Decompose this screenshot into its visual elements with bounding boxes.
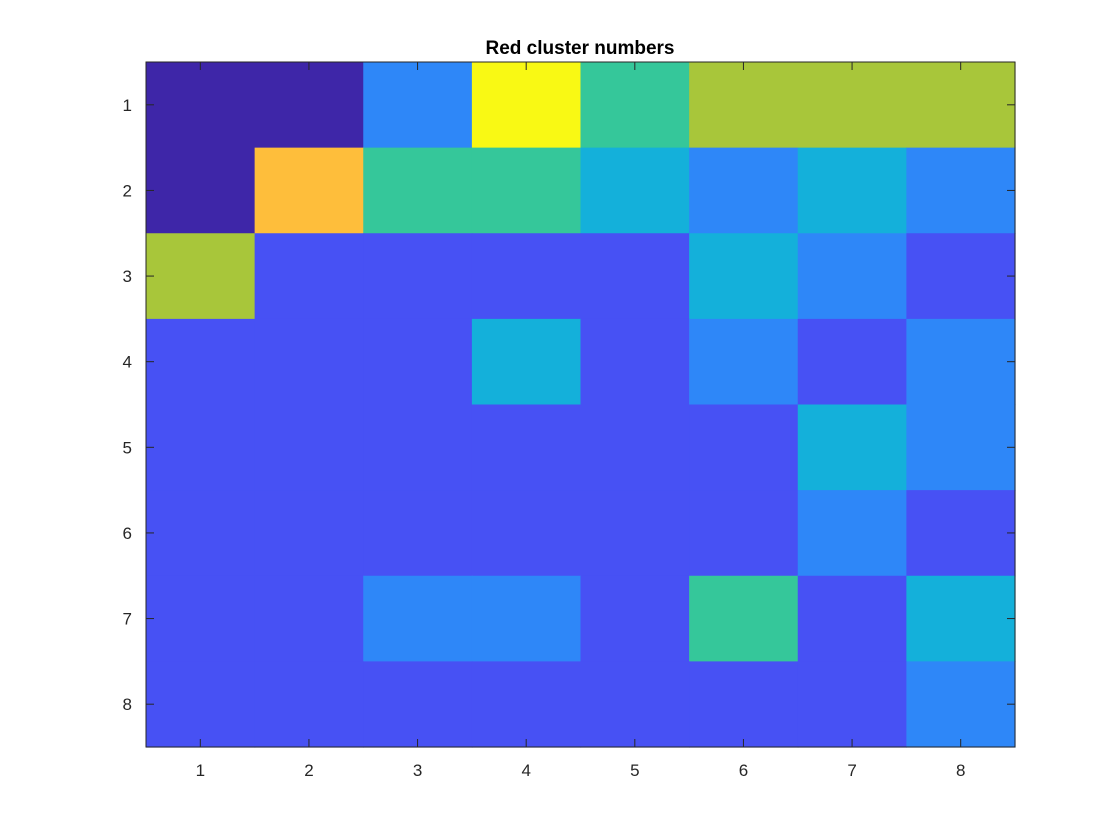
heatmap-cell-r1-c2	[254, 62, 364, 149]
x-tick-label: 8	[956, 761, 965, 780]
heatmap-cell-r2-c8	[906, 147, 1016, 234]
heatmap-cell-r7-c7	[797, 575, 907, 662]
heatmap-cell-r4-c8	[906, 318, 1016, 406]
heatmap-cell-r4-c5	[580, 318, 690, 406]
heatmap-cell-r2-c1	[146, 147, 256, 234]
x-tick-label: 5	[630, 761, 639, 780]
heatmap-cell-r5-c3	[363, 404, 473, 491]
heatmap-cell-r1-c3	[363, 62, 473, 149]
y-tick-label: 5	[123, 438, 132, 457]
heatmap-cell-r7-c8	[906, 575, 1016, 662]
heatmap-cell-r7-c2	[254, 575, 364, 662]
x-tick-label: 2	[304, 761, 313, 780]
axes-box	[145, 61, 1016, 748]
x-tick-label: 7	[847, 761, 856, 780]
heatmap-cell-r8-c1	[146, 661, 256, 748]
x-tick-label: 1	[196, 761, 205, 780]
heatmap-cell-r1-c6	[689, 62, 799, 149]
heatmap-cell-r3-c8	[906, 233, 1016, 320]
heatmap-cell-r3-c2	[254, 233, 364, 320]
heatmap-cell-r5-c8	[906, 404, 1016, 491]
heatmap-cell-r2-c7	[797, 147, 907, 234]
heatmap-cell-r1-c1	[146, 62, 256, 149]
heatmap-cell-r1-c4	[471, 62, 582, 149]
heatmap-cell-r4-c7	[797, 318, 907, 406]
heatmap-cell-r4-c2	[254, 318, 364, 406]
heatmap-cell-r5-c6	[689, 404, 799, 491]
y-tick-label: 3	[123, 267, 132, 286]
heatmap-cell-r5-c5	[580, 404, 690, 491]
heatmap-cell-r2-c5	[580, 147, 690, 234]
heatmap-cell-r3-c4	[471, 233, 582, 320]
heatmap-cell-r8-c8	[906, 661, 1016, 748]
heatmap-cell-r5-c1	[146, 404, 256, 491]
heatmap-cell-r6-c2	[254, 490, 364, 577]
x-tick-labels: 1 2 3 4 5 6 7 8	[196, 761, 966, 780]
heatmap-cell-r6-c6	[689, 490, 799, 577]
heatmap-cell-r8-c3	[363, 661, 473, 748]
heatmap-cell-r7-c4	[471, 575, 582, 662]
heatmap-cell-r3-c3	[363, 233, 473, 320]
heatmap-cell-r3-c7	[797, 233, 907, 320]
heatmap-cell-r6-c8	[906, 490, 1016, 577]
heatmap-cell-r3-c6	[689, 233, 799, 320]
heatmap-cells	[146, 62, 1016, 748]
heatmap-cell-r8-c7	[797, 661, 907, 748]
heatmap-cell-r8-c4	[471, 661, 582, 748]
heatmap-cell-r6-c1	[146, 490, 256, 577]
heatmap-cell-r1-c5	[580, 62, 690, 149]
heatmap-cell-r2-c2	[254, 147, 364, 234]
heatmap-cell-r7-c3	[363, 575, 473, 662]
heatmap-cell-r6-c5	[580, 490, 690, 577]
heatmap-cell-r1-c8	[906, 62, 1016, 149]
y-tick-label: 7	[123, 610, 132, 629]
y-tick-label: 6	[123, 524, 132, 543]
heatmap-cell-r4-c1	[146, 318, 256, 406]
heatmap-cell-r3-c1	[146, 233, 256, 320]
heatmap-cell-r4-c4	[471, 318, 582, 406]
y-tick-labels: 1 2 3 4 5 6 7 8	[123, 96, 132, 714]
heatmap-cell-r2-c3	[363, 147, 473, 234]
chart-title: Red cluster numbers	[486, 38, 675, 59]
heatmap-cell-r5-c2	[254, 404, 364, 491]
y-tick-label: 2	[123, 181, 132, 200]
heatmap-cell-r7-c6	[689, 575, 799, 662]
heatmap-cell-r5-c4	[471, 404, 582, 491]
axis-ticks	[146, 62, 1015, 747]
heatmap-cell-r6-c3	[363, 490, 473, 577]
heatmap-cell-r8-c6	[689, 661, 799, 748]
x-tick-label: 4	[521, 761, 530, 780]
heatmap-cell-r1-c7	[797, 62, 907, 149]
x-tick-label: 6	[739, 761, 748, 780]
heatmap-cell-r4-c3	[363, 318, 473, 406]
heatmap-cell-r5-c7	[797, 404, 907, 491]
heatmap-cell-r4-c6	[689, 318, 799, 406]
heatmap-cell-r6-c7	[797, 490, 907, 577]
heatmap-cell-r8-c2	[254, 661, 364, 748]
x-tick-label: 3	[413, 761, 422, 780]
heatmap-cell-r7-c1	[146, 575, 256, 662]
heatmap-cell-r8-c5	[580, 661, 690, 748]
heatmap-cell-r7-c5	[580, 575, 690, 662]
heatmap-cell-r6-c4	[471, 490, 582, 577]
y-tick-label: 4	[123, 353, 132, 372]
heatmap-cell-r2-c4	[471, 147, 582, 234]
heatmap-cell-r3-c5	[580, 233, 690, 320]
y-tick-label: 1	[123, 96, 132, 115]
heatmap-cell-r2-c6	[689, 147, 799, 234]
y-tick-label: 8	[123, 695, 132, 714]
